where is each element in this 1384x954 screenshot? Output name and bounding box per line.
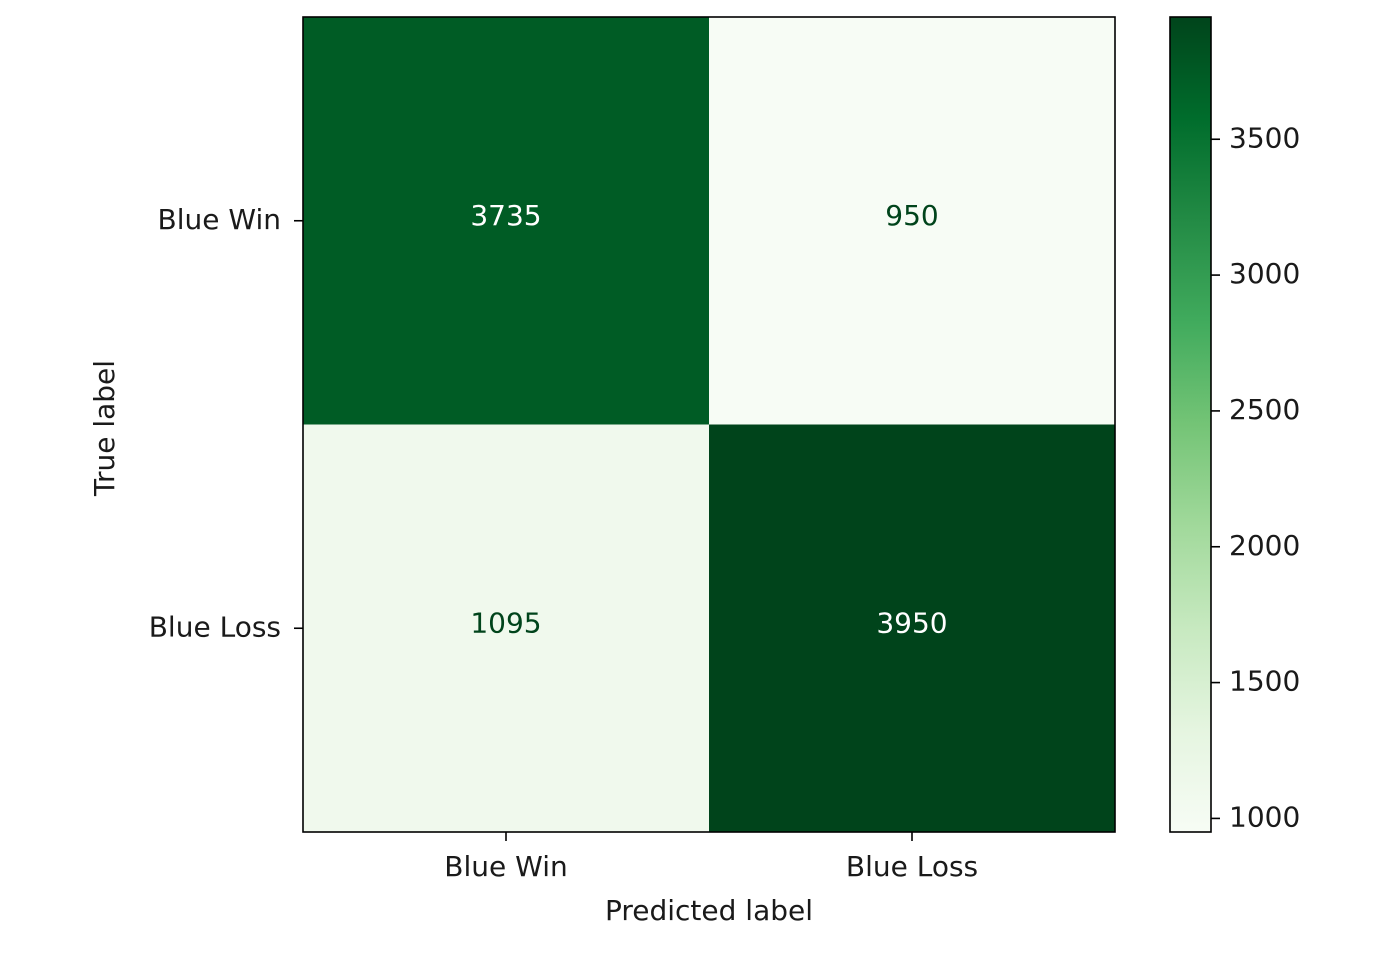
heatmap-cell <box>303 17 710 425</box>
cell-value-label: 3950 <box>876 606 947 639</box>
x-tick-label: Blue Loss <box>846 850 978 883</box>
cell-value-label: 950 <box>885 199 938 232</box>
heatmap-cell <box>709 17 1116 425</box>
colorbar-tick-label: 1000 <box>1229 800 1300 833</box>
heatmap-cells <box>303 17 1116 833</box>
heatmap-cell <box>303 424 710 833</box>
plot-frame <box>302 16 1116 833</box>
colorbar-tick-label: 1500 <box>1229 665 1300 698</box>
colorbar-axis: 1000 1500 2000 2500 3000 3500 <box>1211 121 1300 833</box>
colorbar <box>1169 16 1212 833</box>
x-tick-label: Blue Win <box>444 850 567 883</box>
colorbar-tick-label: 2500 <box>1229 393 1300 426</box>
heatmap-cell-labels: 3735 950 1095 3950 <box>470 199 947 640</box>
x-axis: Blue Win Blue Loss <box>444 832 978 883</box>
y-tick-label: Blue Win <box>158 203 281 236</box>
colorbar-tick-label: 2000 <box>1229 529 1300 562</box>
colorbar-tick-label: 3000 <box>1229 257 1300 290</box>
heatmap-cell <box>709 424 1116 833</box>
y-axis: Blue Win Blue Loss <box>149 203 303 643</box>
colorbar-tick-label: 3500 <box>1229 121 1300 154</box>
y-tick-label: Blue Loss <box>149 610 281 643</box>
y-axis-label: True label <box>88 360 121 497</box>
cell-value-label: 1095 <box>470 606 541 639</box>
x-axis-label: Predicted label <box>605 894 813 927</box>
cell-value-label: 3735 <box>470 199 541 232</box>
